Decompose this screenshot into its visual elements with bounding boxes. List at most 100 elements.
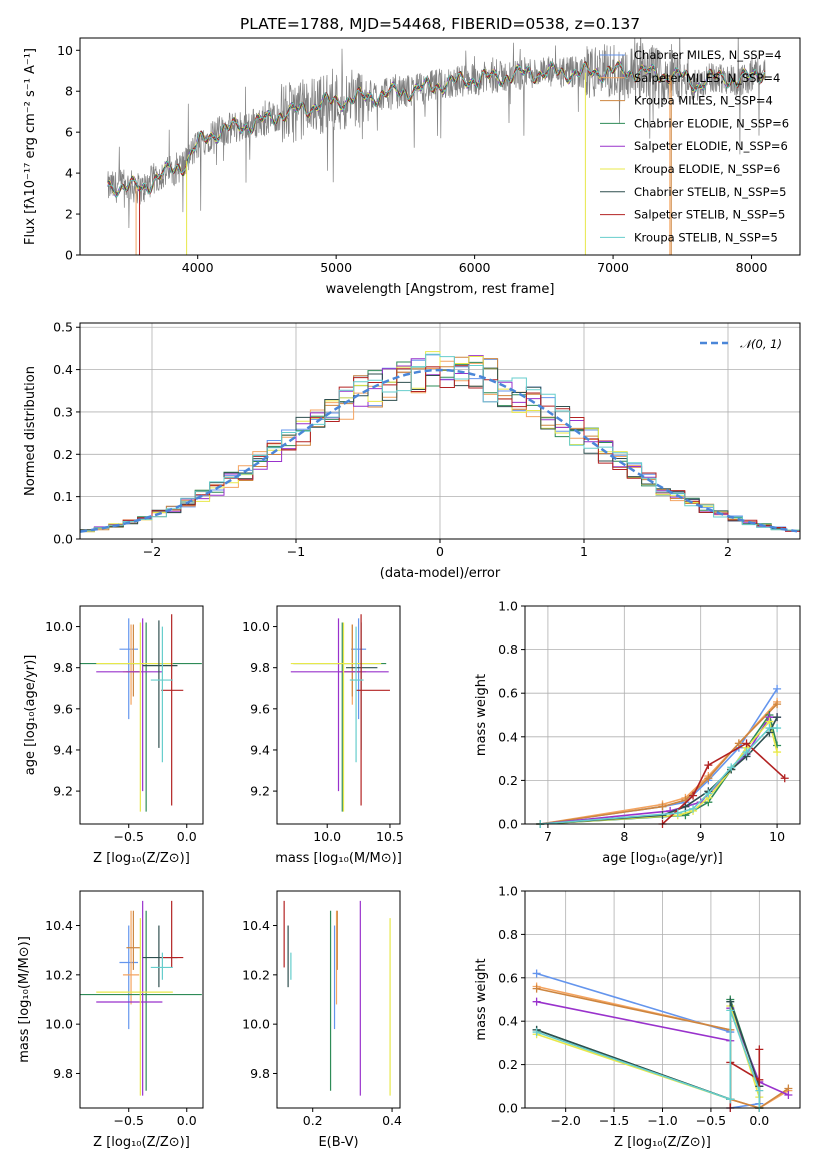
age_vs_mass-plot-area xyxy=(290,614,390,812)
y-tick-label: 0.4 xyxy=(498,729,518,744)
y-tick-label: 0 xyxy=(65,248,73,263)
weight-point-marker xyxy=(784,1090,793,1099)
weight-point-marker xyxy=(704,789,713,798)
y-tick-label: 10.4 xyxy=(45,918,73,933)
x-axis-label: wavelength [Angstrom, rest frame] xyxy=(326,282,555,297)
data-point-errorbar xyxy=(293,622,387,812)
y-tick-label: 10.0 xyxy=(45,619,73,634)
x-tick-label: 5000 xyxy=(320,260,352,275)
y-tick-label: 0.3 xyxy=(53,404,73,419)
x-tick-label: 9 xyxy=(697,829,705,844)
x-tick-label: 0 xyxy=(436,544,444,559)
y-tick-label: 0.2 xyxy=(53,447,73,462)
plot-frame xyxy=(79,890,204,1109)
x-axis-label: (data-model)/error xyxy=(380,566,501,581)
y-tick-label: 9.8 xyxy=(250,660,270,675)
data-point-errorbar xyxy=(161,614,184,806)
x-tick-label: 4000 xyxy=(182,260,214,275)
x-tick-label: 8 xyxy=(620,829,628,844)
data-point-errorbar xyxy=(356,614,390,806)
y-tick-label: 0.0 xyxy=(53,532,73,547)
y-tick-label: 9.6 xyxy=(250,701,270,716)
data-point-errorbar xyxy=(344,624,360,697)
y-tick-label: 10.4 xyxy=(242,918,270,933)
y-tick-label: 9.6 xyxy=(53,701,73,716)
weight-point-marker xyxy=(773,700,782,709)
x-tick-label: 0.0 xyxy=(177,1113,197,1128)
legend-entry: Kroupa STELIB, N_SSP=5 xyxy=(634,230,778,244)
weight-point-marker xyxy=(755,1045,764,1054)
data-point-errorbar xyxy=(290,622,382,812)
y-axis-label: Flux [fλ10⁻¹⁷ erg cm⁻² s⁻¹ A⁻¹] xyxy=(23,48,38,245)
weight-series-line xyxy=(540,701,778,825)
weight-point-marker xyxy=(673,809,682,818)
residuals-plot-area xyxy=(80,351,800,539)
x-tick-label: −2.0 xyxy=(550,1113,580,1128)
weight-point-marker xyxy=(773,724,782,733)
weight-point-marker xyxy=(726,1095,735,1104)
legend-entry: Chabrier STELIB, N_SSP=5 xyxy=(634,185,786,199)
x-axis-label: age [log₁₀(age/yr)] xyxy=(602,851,723,866)
x-tick-label: 0.2 xyxy=(303,1113,323,1128)
x-axis-label: mass [log₁₀(M/M⊙)] xyxy=(275,851,402,866)
x-tick-label: 0.4 xyxy=(382,1113,402,1128)
y-tick-label: 0.2 xyxy=(498,1057,518,1072)
plot-frame xyxy=(276,890,401,1109)
weight-point-marker xyxy=(532,997,541,1006)
plot-frame xyxy=(524,605,801,825)
spectrum-legend: Chabrier MILES, N_SSP=4 Salpeter MILES, N… xyxy=(600,48,789,244)
legend-entry: Salpeter MILES, N_SSP=4 xyxy=(634,71,780,85)
y-tick-label: 9.4 xyxy=(250,742,270,757)
data-point-errorbar xyxy=(150,952,173,980)
age_vs_mass-axes: 10.0 10.5 9.2 9.4 9.6 9.8 10.0 mass [log₁₀(M/M⊙… xyxy=(242,605,404,866)
y-tick-label: 0.2 xyxy=(498,773,518,788)
weight-point-marker xyxy=(742,739,751,748)
y-tick-label: 9.8 xyxy=(53,1066,73,1081)
data-point-errorbar xyxy=(349,626,364,763)
data-point-errorbar xyxy=(122,910,140,1005)
data-point-errorbar xyxy=(119,925,139,1030)
y-tick-label: 0.6 xyxy=(498,970,518,985)
weight-point-marker xyxy=(532,969,541,978)
x-tick-label: −1.5 xyxy=(599,1113,629,1128)
weight-point-marker xyxy=(726,1006,735,1015)
legend-entry: Chabrier MILES, N_SSP=4 xyxy=(634,48,781,62)
data-point-errorbar xyxy=(290,618,389,792)
x-tick-label: 7000 xyxy=(597,260,629,275)
data-point-errorbar xyxy=(351,618,367,720)
y-tick-label: 8 xyxy=(65,84,73,99)
weight-point-marker xyxy=(726,997,735,1006)
weight-point-marker xyxy=(727,763,736,772)
plot-frame xyxy=(276,605,401,825)
x-tick-label: 7 xyxy=(544,829,552,844)
y-tick-label: 0.0 xyxy=(498,1101,518,1116)
weight-series-line xyxy=(536,1010,761,1108)
x-axis-label: Z [log₁₀(Z/Z⊙)] xyxy=(614,1135,711,1150)
data-point-errorbar xyxy=(346,622,378,750)
data-point-errorbar xyxy=(341,624,367,705)
y-tick-label: 0.5 xyxy=(53,320,73,335)
age_vs_Z-plot-area xyxy=(80,614,202,812)
weight-point-marker xyxy=(689,791,698,800)
weight-point-marker xyxy=(773,748,782,757)
x-tick-label: 0.0 xyxy=(177,829,197,844)
y-tick-label: 9.8 xyxy=(53,660,73,675)
weight-point-marker xyxy=(704,774,713,783)
weight-point-marker xyxy=(742,748,751,757)
weight-point-marker xyxy=(704,761,713,770)
data-point-errorbar xyxy=(96,618,163,792)
weight-point-marker xyxy=(658,802,667,811)
weight-series-line xyxy=(540,716,778,825)
y-tick-label: 0.4 xyxy=(53,362,73,377)
x-axis-label: E(B-V) xyxy=(318,1135,358,1150)
weight-point-marker xyxy=(755,1086,764,1095)
weight-point-marker xyxy=(755,1075,764,1084)
y-axis-label: mass weight xyxy=(474,958,489,1040)
weight_vs_Z-axes: −2.0 −1.5 −1.0 −0.5 0.0 0.0 0.2 0.4 0.6 0.8 1.0 Z [… xyxy=(474,884,801,1150)
observed-spectrum xyxy=(107,38,766,229)
plot-frame xyxy=(79,37,801,256)
data-point-errorbar xyxy=(119,618,139,720)
y-tick-label: 1.0 xyxy=(498,884,518,899)
mass_vs_ebv-plot-area xyxy=(283,900,391,1096)
